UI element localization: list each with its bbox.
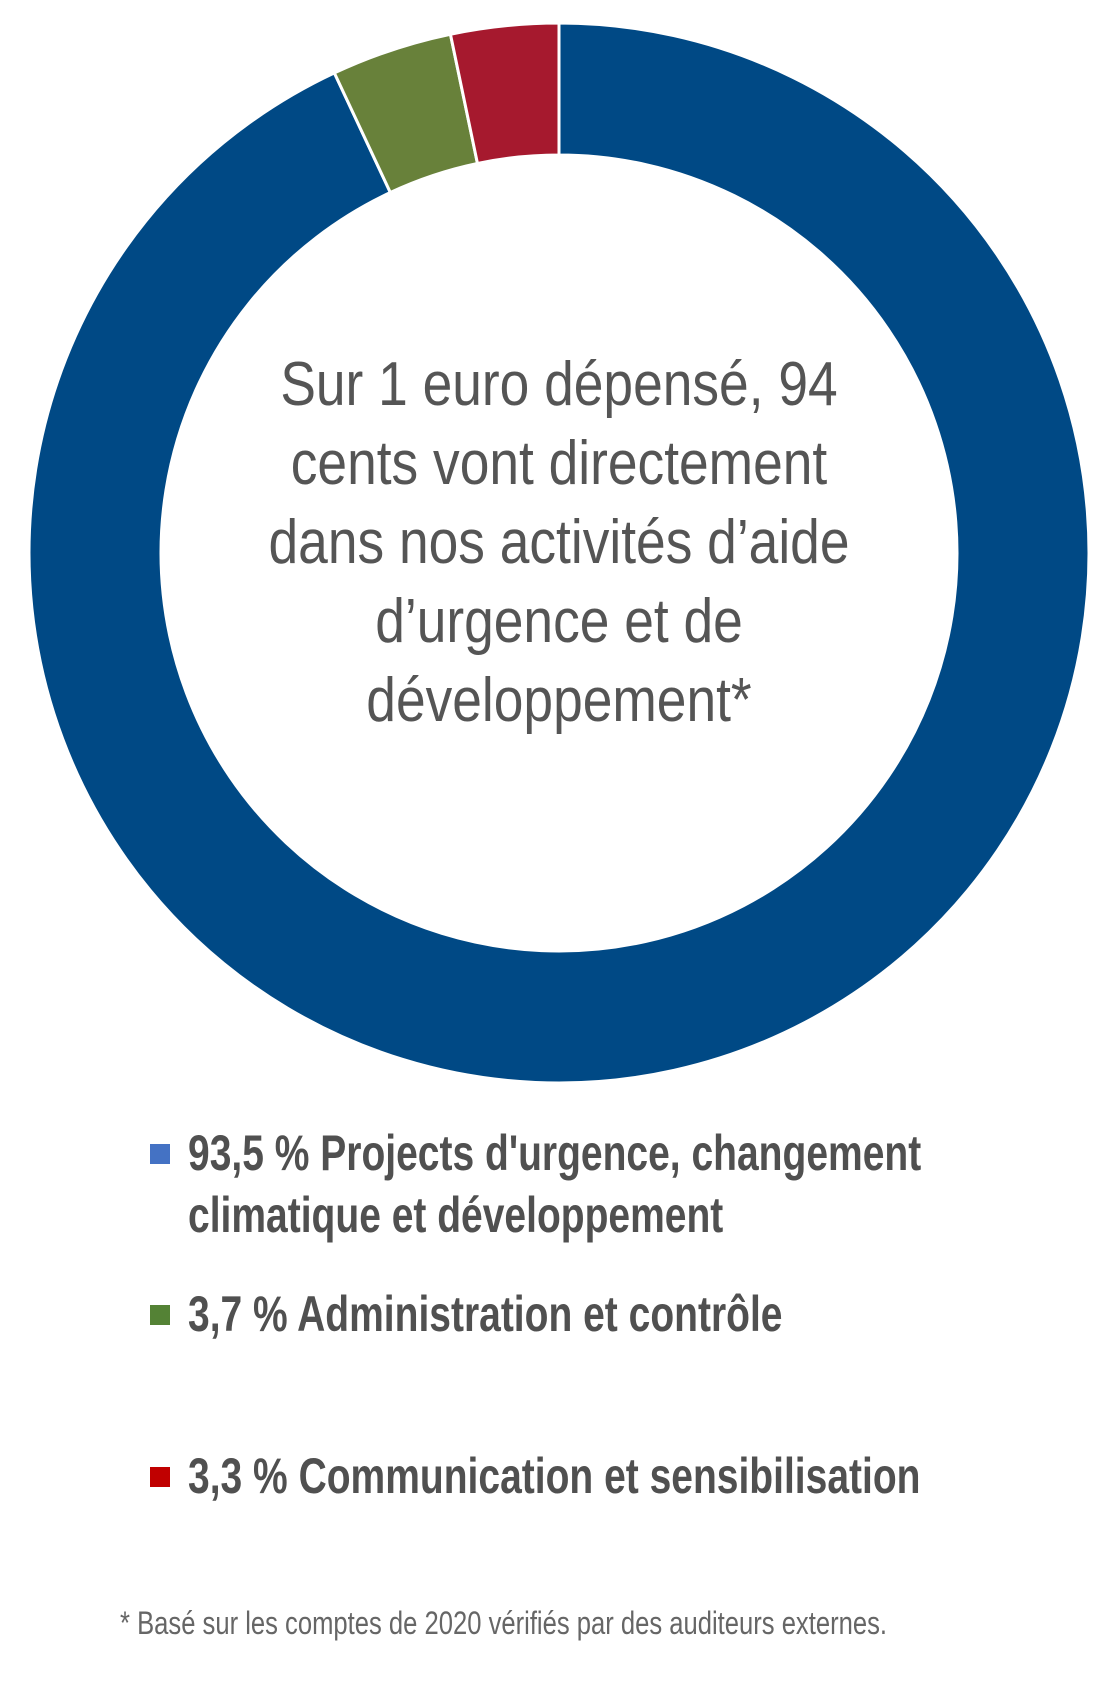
center-text-line: dans nos activités d’aide <box>268 508 850 577</box>
center-text-line: d’urgence et de <box>375 587 743 656</box>
legend-swatch-blue <box>150 1144 170 1164</box>
legend-swatch-green <box>150 1305 170 1325</box>
legend-item-administration: 3,7 % Administration et contrôle <box>150 1283 950 1345</box>
center-text-line: Sur 1 euro dépensé, 94 <box>280 350 838 419</box>
slice-projects <box>27 21 1091 1085</box>
donut-center-text: Sur 1 euro dépensé, 94 cents vont direct… <box>159 345 959 740</box>
legend-label: 3,3 % Communication et sensibilisation <box>188 1448 921 1504</box>
center-text-line: cents vont directement <box>290 429 828 498</box>
legend-label: 3,7 % Administration et contrôle <box>188 1286 783 1342</box>
legend-label-line: climatique et développement <box>188 1187 724 1243</box>
footnote: * Basé sur les comptes de 2020 vérifiés … <box>120 1605 887 1641</box>
legend-label-line: 93,5 % Projects d'urgence, changement <box>188 1125 922 1181</box>
legend-swatch-red <box>150 1467 170 1487</box>
legend-item-communication: 3,3 % Communication et sensibilisation <box>150 1445 1118 1507</box>
donut-chart <box>27 21 1091 1085</box>
center-text-line: développement* <box>366 666 752 735</box>
slice-communication <box>448 21 561 166</box>
legend-item-projects: 93,5 % Projects d'urgence, changement cl… <box>150 1122 1118 1246</box>
legend-label: 93,5 % Projects d'urgence, changement cl… <box>188 1122 921 1246</box>
